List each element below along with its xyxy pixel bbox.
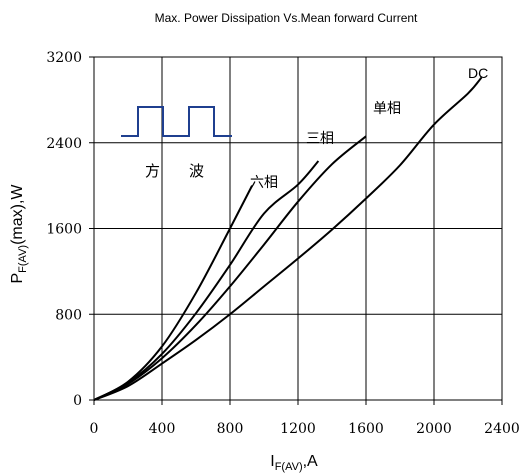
y-tick-label: 3200	[46, 50, 82, 66]
series-label-dc: DC	[468, 65, 488, 81]
series-line-three-phase	[93, 160, 320, 401]
y-tick-label: 0	[73, 393, 82, 409]
inset-label-square: 方	[145, 162, 160, 180]
series-line-dc	[93, 76, 483, 401]
x-axis-label: IF(AV),A	[270, 453, 318, 473]
x-tick-label: 800	[217, 421, 244, 437]
y-axis-label: PF(AV)(max),W	[9, 184, 29, 284]
x-tick-label: 2400	[484, 421, 520, 437]
chart-title: Max. Power Dissipation Vs.Mean forward C…	[155, 11, 418, 25]
grid	[94, 57, 502, 400]
x-tick-label: 400	[149, 421, 176, 437]
x-tick-label: 1200	[280, 421, 316, 437]
series-label-single-phase: 单相	[373, 101, 401, 117]
series-label-three-phase: 三相	[306, 131, 334, 147]
y-tick-label: 2400	[46, 136, 82, 152]
x-tick-label: 1600	[348, 421, 384, 437]
y-tick-labels: 0 800 1600 2400 3200	[46, 50, 94, 409]
series-layer	[93, 76, 483, 401]
series-label-six-phase: 六相	[250, 175, 278, 191]
inset-label-wave: 波	[189, 162, 204, 180]
x-tick-label: 2000	[416, 421, 452, 437]
series-line-six-phase	[93, 185, 253, 401]
x-tick-label: 0	[90, 421, 99, 437]
series-line-single-phase	[93, 135, 367, 401]
x-tick-labels: 0 400 800 1200 1600 2000 2400	[90, 400, 520, 437]
y-tick-label: 1600	[46, 222, 82, 238]
y-tick-label: 800	[55, 307, 82, 323]
square-wave-icon	[121, 106, 232, 137]
